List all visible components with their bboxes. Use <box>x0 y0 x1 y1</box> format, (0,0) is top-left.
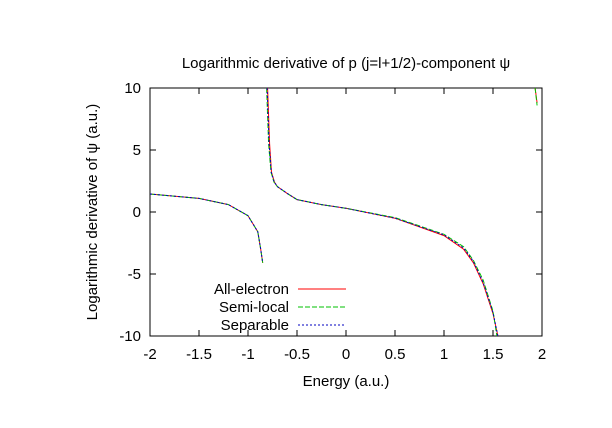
y-tick-label: -5 <box>128 266 141 283</box>
x-tick-label: -1.5 <box>186 346 212 363</box>
series-layer <box>150 88 538 336</box>
series-line-semi-local <box>150 193 264 263</box>
y-axis-label: Logarithmic derivative of ψ (a.u.) <box>84 104 101 321</box>
legend-label-separable: Separable <box>221 317 289 334</box>
chart-title: Logarithmic derivative of p (j=l+1/2)-co… <box>182 55 510 72</box>
plot-frame <box>149 87 543 337</box>
series-line-separable <box>150 193 264 263</box>
x-tick-label: -1 <box>241 346 254 363</box>
x-tick-label: -0.5 <box>284 346 310 363</box>
series-line-all-electron <box>150 193 264 263</box>
x-tick-label: 1 <box>440 346 448 363</box>
x-tick-label: 2 <box>538 346 546 363</box>
axis-ticks: -2 -1.5 -1 -0.5 0 0.5 1 1.5 2 10 5 0 -5 -10 <box>119 80 546 363</box>
y-tick-label: 5 <box>133 142 141 159</box>
series-line-semi-local <box>534 88 538 106</box>
x-axis-label: Energy (a.u.) <box>303 373 390 390</box>
x-tick-label: 1.5 <box>483 346 504 363</box>
x-tick-label: 0 <box>342 346 350 363</box>
legend-label-semi-local: Semi-local <box>219 299 289 316</box>
series-line-all-electron <box>267 88 499 336</box>
series-line-separable <box>266 88 499 336</box>
legend-label-all-electron: All-electron <box>214 281 289 298</box>
series-line-semi-local <box>266 88 498 336</box>
y-tick-label: 0 <box>133 204 141 221</box>
x-tick-label: -2 <box>143 346 156 363</box>
y-tick-label: -10 <box>119 328 141 345</box>
y-tick-label: 10 <box>124 80 141 97</box>
x-tick-label: 0.5 <box>385 346 406 363</box>
